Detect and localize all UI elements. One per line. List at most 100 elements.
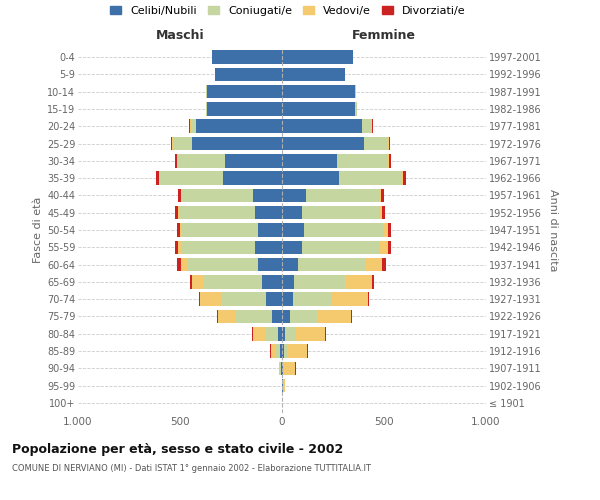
Bar	[282, 275, 345, 288]
Bar	[282, 224, 388, 236]
Bar	[282, 68, 345, 81]
Bar	[282, 85, 355, 98]
Bar	[225, 154, 282, 168]
Bar	[280, 362, 282, 375]
Bar	[221, 292, 282, 306]
Bar	[282, 50, 353, 64]
Bar	[182, 224, 282, 236]
Bar	[282, 224, 391, 236]
Bar	[181, 188, 282, 202]
Bar	[282, 120, 372, 133]
Bar	[181, 258, 282, 272]
Bar	[212, 50, 282, 64]
Text: Maschi: Maschi	[155, 29, 205, 42]
Bar	[196, 120, 282, 133]
Bar	[282, 68, 345, 81]
Bar	[177, 154, 282, 168]
Bar	[257, 224, 282, 236]
Bar	[218, 310, 282, 323]
Bar	[206, 102, 282, 116]
Bar	[206, 102, 282, 116]
Bar	[282, 206, 382, 220]
Bar	[282, 379, 285, 392]
Bar	[256, 206, 282, 220]
Bar	[282, 154, 389, 168]
Bar	[282, 344, 307, 358]
Bar	[282, 258, 382, 272]
Bar	[282, 206, 385, 220]
Bar	[189, 120, 282, 133]
Bar	[282, 68, 345, 81]
Bar	[282, 224, 304, 236]
Bar	[281, 362, 282, 375]
Bar	[282, 240, 380, 254]
Bar	[173, 137, 282, 150]
Bar	[172, 137, 282, 150]
Bar	[282, 102, 358, 116]
Bar	[282, 327, 326, 340]
Bar	[215, 68, 282, 81]
Y-axis label: Fasce di età: Fasce di età	[32, 197, 43, 263]
Bar	[182, 188, 282, 202]
Bar	[175, 154, 282, 168]
Bar	[282, 85, 356, 98]
Bar	[190, 275, 282, 288]
Bar	[206, 102, 282, 116]
Bar	[282, 188, 307, 202]
Bar	[282, 154, 388, 168]
Bar	[282, 102, 358, 116]
Bar	[282, 310, 317, 323]
Bar	[282, 188, 381, 202]
Bar	[282, 172, 339, 185]
Bar	[282, 292, 293, 306]
Bar	[200, 292, 282, 306]
Bar	[178, 240, 282, 254]
Bar	[206, 85, 282, 98]
Bar	[282, 258, 386, 272]
Bar	[215, 68, 282, 81]
Bar	[253, 327, 282, 340]
Bar	[282, 50, 353, 64]
Bar	[175, 240, 282, 254]
Bar	[282, 206, 302, 220]
Bar	[280, 344, 282, 358]
Bar	[282, 137, 389, 150]
Bar	[191, 120, 282, 133]
Bar	[257, 258, 282, 272]
Bar	[180, 224, 282, 236]
Bar	[171, 137, 282, 150]
Bar	[282, 362, 284, 375]
Bar	[205, 275, 282, 288]
Bar	[253, 188, 282, 202]
Bar	[282, 275, 294, 288]
Bar	[177, 224, 282, 236]
Bar	[192, 275, 282, 288]
Bar	[282, 292, 368, 306]
Bar	[215, 68, 282, 81]
Bar	[212, 50, 282, 64]
Text: COMUNE DI NERVIANO (MI) - Dati ISTAT 1° gennaio 2002 - Elaborazione TUTTITALIA.I: COMUNE DI NERVIANO (MI) - Dati ISTAT 1° …	[12, 464, 371, 473]
Bar	[282, 310, 352, 323]
Bar	[271, 344, 282, 358]
Bar	[282, 240, 391, 254]
Bar	[223, 172, 282, 185]
Bar	[282, 362, 295, 375]
Bar	[206, 102, 282, 116]
Bar	[278, 327, 282, 340]
Bar	[282, 137, 390, 150]
Bar	[279, 362, 282, 375]
Bar	[282, 362, 296, 375]
Bar	[282, 172, 403, 185]
Bar	[282, 379, 283, 392]
Bar	[282, 137, 388, 150]
Bar	[282, 154, 391, 168]
Bar	[212, 50, 282, 64]
Bar	[282, 275, 372, 288]
Bar	[282, 344, 287, 358]
Text: Popolazione per età, sesso e stato civile - 2002: Popolazione per età, sesso e stato civil…	[12, 442, 343, 456]
Y-axis label: Anni di nascita: Anni di nascita	[548, 188, 559, 271]
Bar	[175, 206, 282, 220]
Bar	[282, 362, 283, 375]
Bar	[178, 206, 282, 220]
Bar	[282, 50, 353, 64]
